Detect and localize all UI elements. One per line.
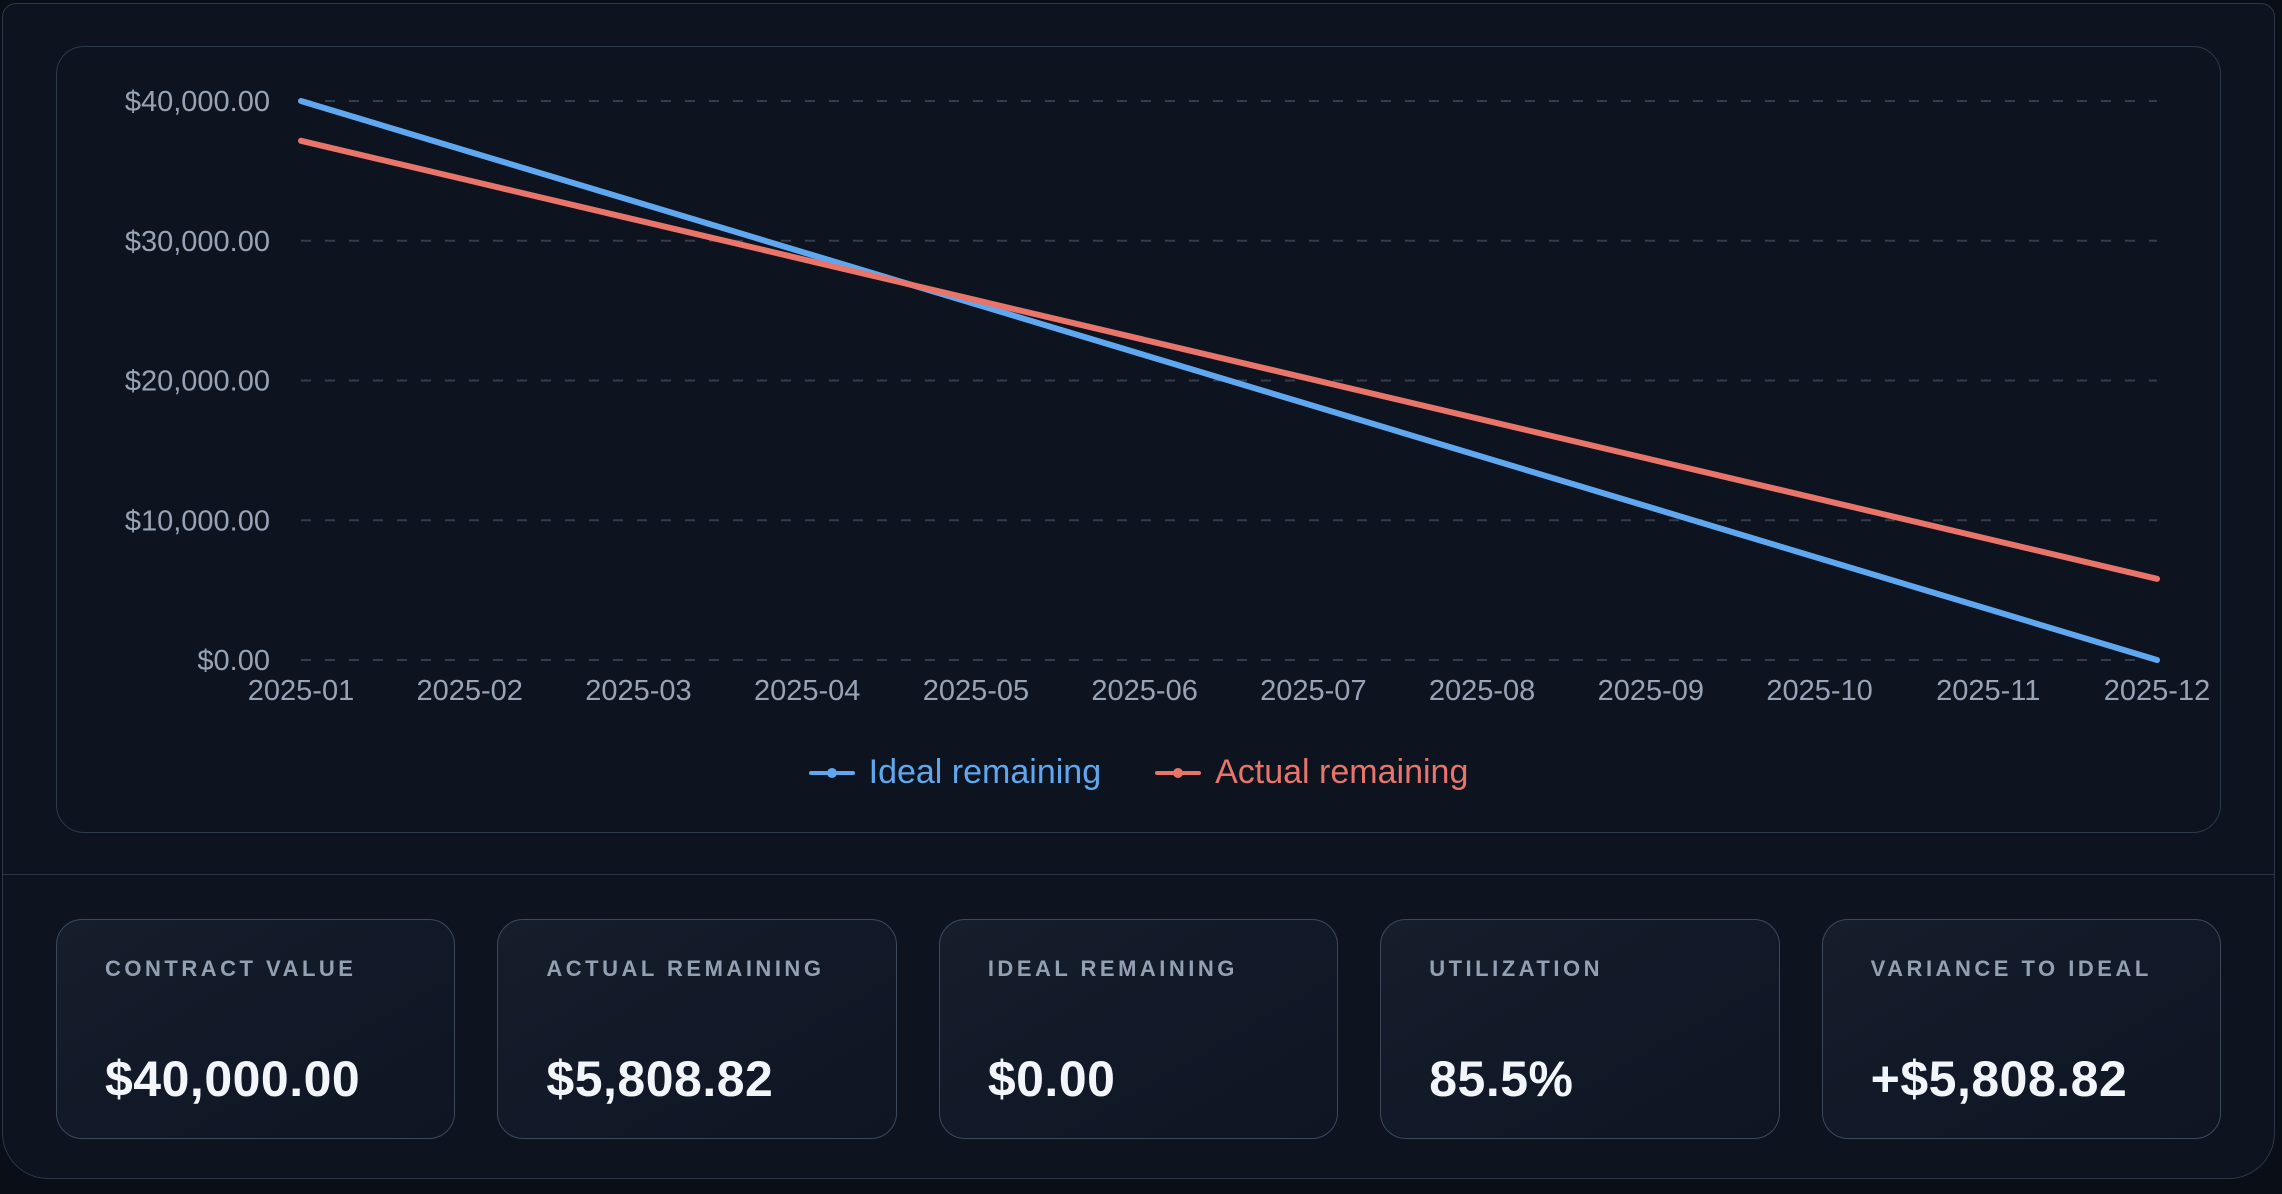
legend-line-marker-icon	[808, 767, 855, 778]
stat-label: UTILIZATION	[1429, 956, 1603, 981]
x-axis-tick-label: 2025-03	[585, 675, 691, 707]
y-axis-tick-label: $40,000.00	[125, 86, 270, 118]
x-axis-tick-label: 2025-07	[1260, 675, 1366, 707]
series-line-ideal-remaining	[298, 98, 2160, 663]
y-axis-tick-label: $20,000.00	[125, 366, 270, 398]
y-axis-tick-label: $30,000.00	[125, 226, 270, 258]
legend-label: Ideal remaining	[868, 753, 1102, 791]
x-axis-tick-label: 2025-08	[1429, 675, 1535, 707]
series-line-actual-remaining	[298, 137, 2160, 582]
x-axis-tick-label: 2025-04	[754, 675, 860, 707]
stat-label: CONTRACT VALUE	[105, 956, 357, 981]
x-axis-tick-label: 2025-11	[1936, 675, 2040, 707]
stat-value: 85.5%	[1429, 1051, 1574, 1107]
stat-label: VARIANCE TO IDEAL	[1870, 956, 2152, 981]
legend-item-actual-remaining[interactable]: Actual remaining	[1155, 753, 1468, 792]
stat-label: IDEAL REMAINING	[987, 956, 1238, 981]
stat-value: $5,808.82	[546, 1051, 774, 1107]
x-axis-tick-label: 2025-09	[1598, 675, 1704, 707]
x-axis-tick-label: 2025-01	[248, 675, 354, 707]
stat-card-contract-value: CONTRACT VALUE $40,000.00	[56, 919, 456, 1139]
stat-card-utilization: UTILIZATION 85.5%	[1380, 919, 1780, 1139]
burn-down-chart-card: $40,000.00 $30,000.00 $20,000.00 $10,000.00…	[56, 46, 2221, 833]
x-axis-tick-label: 2025-12	[2104, 675, 2210, 707]
y-axis-tick-label: $10,000.00	[125, 505, 270, 537]
legend-line-marker-icon	[1155, 767, 1202, 778]
x-axis-tick-label: 2025-02	[417, 675, 523, 707]
stat-label: ACTUAL REMAINING	[546, 956, 825, 981]
chart-legend: Ideal remaining Actual remaining	[57, 727, 2220, 832]
stat-value: $0.00	[987, 1051, 1116, 1107]
chart-section: $40,000.00 $30,000.00 $20,000.00 $10,000.00…	[3, 4, 2274, 874]
stat-card-actual-remaining: ACTUAL REMAINING $5,808.82	[497, 919, 897, 1139]
stat-value: $40,000.00	[105, 1051, 361, 1107]
stat-card-variance-to-ideal: VARIANCE TO IDEAL +$5,808.82	[1821, 919, 2222, 1139]
stats-section: CONTRACT VALUE $40,000.00 ACTUAL REMAINI…	[3, 874, 2274, 1178]
x-axis-tick-label: 2025-06	[1091, 675, 1197, 707]
stat-value: +$5,808.82	[1870, 1051, 2128, 1107]
x-axis-tick-label: 2025-05	[923, 675, 1029, 707]
budget-burn-down-panel: $40,000.00 $30,000.00 $20,000.00 $10,000.00…	[2, 3, 2275, 1179]
burn-down-line-chart[interactable]: $40,000.00 $30,000.00 $20,000.00 $10,000.00…	[57, 47, 2221, 727]
legend-item-ideal-remaining[interactable]: Ideal remaining	[808, 753, 1102, 792]
legend-label: Actual remaining	[1215, 753, 1469, 791]
y-axis-tick-label: $0.00	[197, 645, 270, 677]
stat-card-ideal-remaining: IDEAL REMAINING $0.00	[938, 919, 1339, 1139]
x-axis-tick-label: 2025-10	[1766, 675, 1872, 707]
